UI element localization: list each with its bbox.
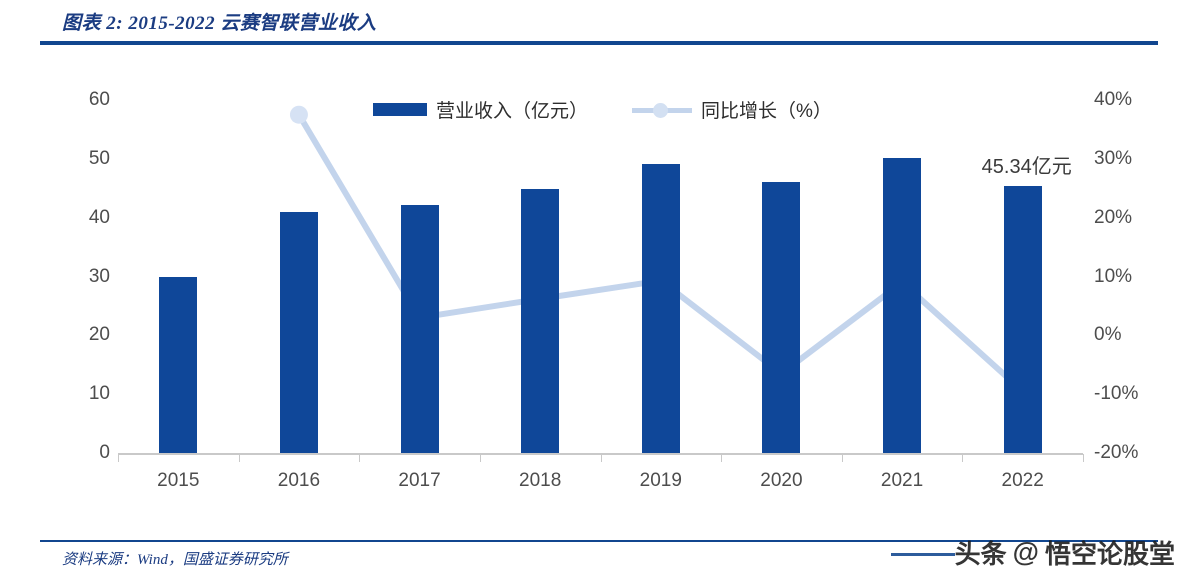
bar-2018 <box>521 189 560 453</box>
bar-2017 <box>400 204 439 453</box>
footer-divider <box>40 540 1158 542</box>
growth-line-series <box>289 105 1032 401</box>
figure-title: 图表 2: 2015-2022 云赛智联营业收入 <box>62 13 377 34</box>
watermark-name: 悟空论股堂 <box>1044 539 1175 569</box>
y2-axis-tick-label: 20% <box>1094 206 1133 228</box>
y-axis-tick-label: 10 <box>88 383 110 405</box>
y2-axis-tick-label: 0% <box>1094 324 1122 346</box>
y-axis-tick-label: 0 <box>99 442 110 463</box>
x-axis-tick-label: 2021 <box>880 470 924 491</box>
bar-2021 <box>883 157 922 453</box>
source-note: 资料来源：Wind，国盛证券研究所 <box>62 552 288 568</box>
value-annotation: 45.34亿元 <box>981 156 1072 178</box>
x-axis-line <box>118 453 1083 455</box>
bar-2022 <box>1003 186 1042 453</box>
legend-line-swatch-icon <box>632 102 693 118</box>
bar-2016 <box>279 211 318 453</box>
growth-point-2016 <box>289 105 308 124</box>
x-axis-tick-mark <box>962 454 964 462</box>
y2-axis-tick-label: 30% <box>1094 147 1133 169</box>
x-axis-tick-label: 2015 <box>157 470 200 491</box>
x-axis-tick-mark <box>600 454 602 462</box>
watermark-at-icon: @ <box>1012 537 1039 567</box>
plot-area <box>118 96 1083 454</box>
y2-axis-tick-label: 40% <box>1094 89 1133 110</box>
bar-2015 <box>159 276 198 453</box>
legend-label-growth: 同比增长（%） <box>701 101 832 122</box>
y-axis-tick-label: 50 <box>88 147 110 169</box>
x-axis-tick-label: 2019 <box>639 470 682 491</box>
title-divider <box>40 41 1158 45</box>
watermark-prefix: 头条 <box>954 539 1007 569</box>
x-axis-tick-label: 2017 <box>398 470 441 491</box>
bar-2020 <box>762 182 801 453</box>
y-axis-tick-label: 40 <box>88 206 110 228</box>
bar-2019 <box>641 163 680 453</box>
legend-item-revenue: 营业收入（亿元） <box>373 96 588 123</box>
x-axis-tick-mark <box>118 454 119 462</box>
x-axis-tick-mark <box>721 454 723 462</box>
x-axis-tick-label: 2020 <box>760 470 803 491</box>
y-axis-tick-label: 20 <box>88 324 110 346</box>
chart-legend: 营业收入（亿元） 同比增长（%） <box>373 96 832 123</box>
x-axis-tick-label: 2016 <box>277 470 321 491</box>
y-axis-tick-label: 30 <box>88 265 110 287</box>
legend-item-growth: 同比增长（%） <box>632 96 832 123</box>
y-axis-tick-label: 60 <box>88 89 110 110</box>
y2-axis-tick-label: -20% <box>1094 442 1139 463</box>
y2-axis-tick-label: 10% <box>1094 265 1133 287</box>
x-axis-tick-mark <box>841 454 843 462</box>
legend-label-revenue: 营业收入（亿元） <box>436 101 589 122</box>
x-axis-tick-mark <box>238 454 240 462</box>
watermark: 头条 @ 悟空论股堂 <box>890 534 1175 571</box>
x-axis-tick-label: 2022 <box>1001 470 1044 491</box>
x-axis-tick-mark <box>359 454 361 462</box>
x-axis-tick-label: 2018 <box>519 470 562 491</box>
x-axis-tick-mark <box>479 454 481 462</box>
watermark-rule-icon <box>890 552 955 556</box>
y2-axis-tick-label: -10% <box>1094 383 1139 405</box>
x-axis-tick-mark <box>1083 454 1084 462</box>
legend-bar-swatch-icon <box>373 103 427 116</box>
